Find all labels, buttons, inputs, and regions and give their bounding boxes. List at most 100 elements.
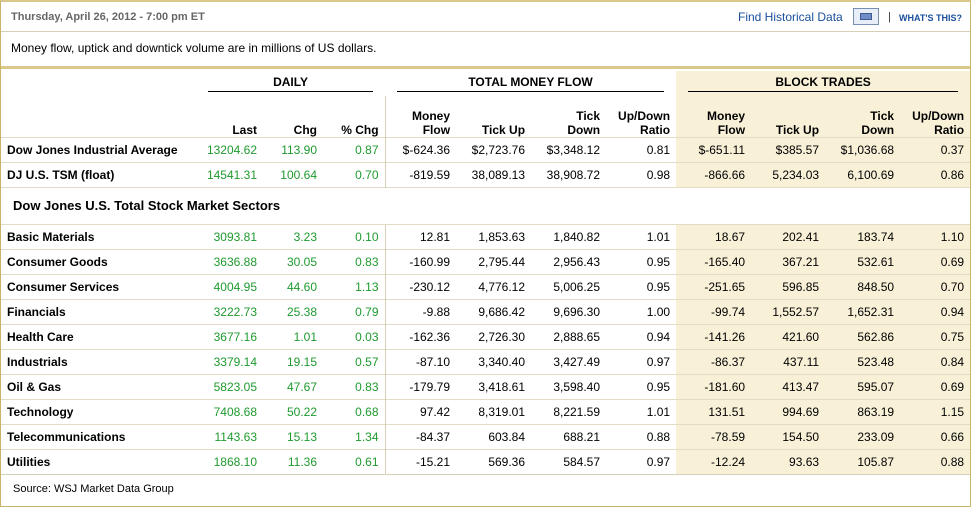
cell-bup: 154.50 [751,423,826,449]
cell-chg: 30.05 [263,248,323,274]
cell-mf: -9.88 [384,298,457,324]
cell-chg: 19.15 [263,348,323,374]
cell-bup: 93.63 [751,448,826,474]
cell-bdown: $1,036.68 [825,136,901,162]
cell-bdown: 863.19 [825,398,901,424]
cell-name: Utilities [1,448,196,474]
cell-bdown: 1,652.31 [825,298,901,324]
cell-chg: 1.01 [263,323,323,349]
col-pct-chg: % Chg [341,122,379,137]
cell-chg: 47.67 [263,373,323,399]
cell-down: 9,696.30 [531,298,607,324]
cell-bup: 202.41 [751,223,826,249]
cell-down: 584.57 [531,448,607,474]
source-note: Source: WSJ Market Data Group [13,483,174,495]
col-chg: Chg [293,122,317,137]
cell-up: 603.84 [456,423,532,449]
cell-bdown: 848.50 [825,273,901,299]
cell-chg: 3.23 [263,223,323,249]
col-block-ratio: Up/Down Ratio [900,96,971,137]
col-tick-down: Tick Down [567,108,601,137]
table-row: Financials 3222.73 25.38 0.79 -9.88 9,686.42 9… [1,298,971,324]
cell-bup: 413.47 [751,373,826,399]
cell-bdown: 105.87 [825,448,901,474]
cell-name: Consumer Goods [1,248,196,274]
cell-ratio: 0.88 [606,423,677,449]
cell-bratio: 0.88 [900,448,971,474]
cell-chg: 113.90 [263,136,323,162]
cell-last: 14541.31 [196,161,263,187]
cell-bup: 1,552.57 [751,298,826,324]
cell-mf: -179.79 [384,373,457,399]
cell-pct: 0.03 [323,323,386,349]
table-row: Industrials 3379.14 19.15 0.57 -87.10 3,340.4… [1,348,971,374]
cell-bmf: -86.37 [676,348,752,374]
group-daily: DAILY [208,75,374,92]
cell-bdown: 595.07 [825,373,901,399]
cell-mf: -15.21 [384,448,457,474]
cell-pct: 0.79 [323,298,386,324]
cell-name: Technology [1,398,196,424]
cell-pct: 0.68 [323,398,386,424]
cell-bratio: 0.69 [900,248,971,274]
cell-chg: 44.60 [263,273,323,299]
header-separator: | [888,11,891,23]
sector-rows: Basic Materials 3093.81 3.23 0.10 12.81 1,853… [1,223,971,474]
group-block-trades: BLOCK TRADES [688,75,959,92]
cell-ratio: 0.81 [606,136,677,162]
cell-pct: 1.34 [323,423,386,449]
cell-ratio: 1.00 [606,298,677,324]
cell-up: 1,853.63 [456,223,532,249]
cell-last: 13204.62 [196,136,263,162]
cell-ratio: 0.97 [606,448,677,474]
cell-bup: 367.21 [751,248,826,274]
cell-ratio: 0.95 [606,373,677,399]
cell-down: 2,956.43 [531,248,607,274]
cell-bratio: 0.86 [900,161,971,187]
cell-bdown: 233.09 [825,423,901,449]
cell-chg: 15.13 [263,423,323,449]
cell-ratio: 0.98 [606,161,677,187]
cell-chg: 25.38 [263,298,323,324]
cell-bratio: 1.10 [900,223,971,249]
table-row: Dow Jones Industrial Average 13204.62 113.… [1,136,971,162]
cell-mf: -160.99 [384,248,457,274]
cell-name: Basic Materials [1,223,196,249]
cell-name: Industrials [1,348,196,374]
table-row: Consumer Goods 3636.88 30.05 0.83 -160.99 2,7… [1,248,971,274]
calendar-window-icon [860,13,872,20]
cell-last: 3222.73 [196,298,263,324]
cell-name: Financials [1,298,196,324]
cell-last: 3379.14 [196,348,263,374]
as-of-datetime: Thursday, April 26, 2012 - 7:00 pm ET [11,11,205,23]
cell-last: 3677.16 [196,323,263,349]
cell-bup: 421.60 [751,323,826,349]
cell-bdown: 183.74 [825,223,901,249]
section-title: Dow Jones U.S. Total Stock Market Sector… [1,186,971,224]
cell-up: 38,089.13 [456,161,532,187]
historical-data-icon[interactable] [853,8,879,25]
cell-name: Oil & Gas [1,373,196,399]
cell-bratio: 0.94 [900,298,971,324]
cell-mf: -84.37 [384,423,457,449]
col-up-down-ratio: Up/Down Ratio [618,108,671,137]
cell-pct: 0.57 [323,348,386,374]
cell-name: DJ U.S. TSM (float) [1,161,196,187]
cell-bdown: 562.86 [825,323,901,349]
whats-this-link[interactable]: WHAT'S THIS? [899,13,962,23]
cell-bratio: 0.84 [900,348,971,374]
cell-bmf: -99.74 [676,298,752,324]
cell-bmf: 131.51 [676,398,752,424]
cell-up: 2,726.30 [456,323,532,349]
column-header-row: Last Chg % Chg Money Flow Tick Up Tick Dow… [1,96,971,137]
cell-last: 1868.10 [196,448,263,474]
cell-bmf: -866.66 [676,161,752,187]
sector-section-title-row: Dow Jones U.S. Total Stock Market Sector… [1,186,971,224]
table-row: Technology 7408.68 50.22 0.68 97.42 8,319.01 8… [1,398,971,424]
index-rows: Dow Jones Industrial Average 13204.62 113.… [1,136,971,187]
find-historical-data-link[interactable]: Find Historical Data [738,10,843,24]
cell-bratio: 0.75 [900,323,971,349]
cell-down: 3,598.40 [531,373,607,399]
cell-name: Telecommunications [1,423,196,449]
